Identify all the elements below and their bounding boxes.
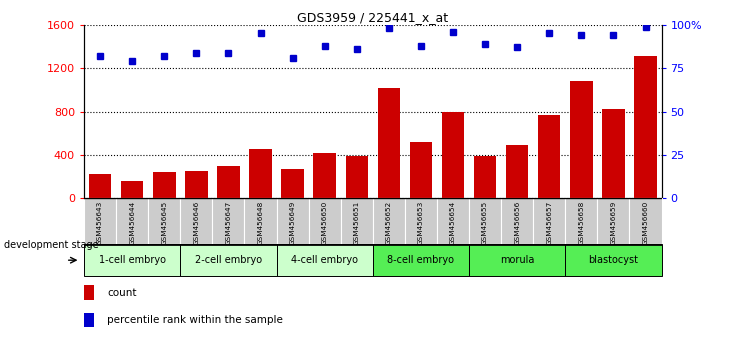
Bar bbox=[373, 198, 405, 244]
Bar bbox=[409, 142, 432, 198]
Text: development stage: development stage bbox=[4, 240, 98, 250]
Bar bbox=[121, 182, 143, 198]
Text: GSM456660: GSM456660 bbox=[643, 200, 648, 245]
Bar bbox=[565, 244, 662, 276]
Text: GSM456652: GSM456652 bbox=[386, 200, 392, 245]
Bar bbox=[533, 198, 565, 244]
Bar bbox=[378, 88, 400, 198]
Text: 1-cell embryo: 1-cell embryo bbox=[99, 255, 166, 265]
Bar bbox=[185, 171, 208, 198]
Text: GSM456654: GSM456654 bbox=[450, 200, 456, 245]
Bar bbox=[84, 285, 94, 300]
Text: GSM456655: GSM456655 bbox=[482, 200, 488, 245]
Bar bbox=[341, 198, 373, 244]
Text: GSM456648: GSM456648 bbox=[257, 200, 263, 245]
Bar bbox=[153, 172, 175, 198]
Bar bbox=[281, 169, 304, 198]
Bar bbox=[89, 175, 111, 198]
Text: GSM456658: GSM456658 bbox=[578, 200, 584, 245]
Bar bbox=[602, 109, 625, 198]
Text: 2-cell embryo: 2-cell embryo bbox=[195, 255, 262, 265]
Bar bbox=[474, 156, 496, 198]
Bar bbox=[469, 244, 565, 276]
Bar bbox=[148, 198, 181, 244]
Text: count: count bbox=[107, 288, 137, 298]
Text: GSM456657: GSM456657 bbox=[546, 200, 552, 245]
Bar bbox=[597, 198, 629, 244]
Bar bbox=[84, 244, 181, 276]
Bar bbox=[84, 198, 116, 244]
Bar bbox=[506, 145, 529, 198]
Bar bbox=[469, 198, 501, 244]
Text: blastocyst: blastocyst bbox=[588, 255, 638, 265]
Bar bbox=[629, 198, 662, 244]
Bar bbox=[249, 149, 272, 198]
Text: percentile rank within the sample: percentile rank within the sample bbox=[107, 315, 283, 325]
Text: 4-cell embryo: 4-cell embryo bbox=[291, 255, 358, 265]
Bar bbox=[213, 198, 244, 244]
Text: GSM456651: GSM456651 bbox=[354, 200, 360, 245]
Text: GSM456656: GSM456656 bbox=[514, 200, 520, 245]
Bar bbox=[314, 153, 336, 198]
Bar bbox=[276, 198, 308, 244]
Bar bbox=[501, 198, 533, 244]
Bar bbox=[217, 166, 240, 198]
Text: GSM456647: GSM456647 bbox=[225, 200, 232, 245]
Text: GSM456646: GSM456646 bbox=[194, 200, 200, 245]
Text: GSM456645: GSM456645 bbox=[162, 200, 167, 245]
Bar bbox=[84, 313, 94, 327]
Bar bbox=[565, 198, 597, 244]
Bar bbox=[437, 198, 469, 244]
Bar bbox=[276, 244, 373, 276]
Text: GSM456644: GSM456644 bbox=[129, 200, 135, 245]
Text: 8-cell embryo: 8-cell embryo bbox=[387, 255, 455, 265]
Bar bbox=[442, 112, 464, 198]
Text: GSM456653: GSM456653 bbox=[418, 200, 424, 245]
Bar bbox=[181, 198, 213, 244]
Title: GDS3959 / 225441_x_at: GDS3959 / 225441_x_at bbox=[298, 11, 448, 24]
Bar bbox=[635, 56, 656, 198]
Text: GSM456649: GSM456649 bbox=[289, 200, 295, 245]
Bar bbox=[308, 198, 341, 244]
Bar bbox=[346, 156, 368, 198]
Bar bbox=[373, 244, 469, 276]
Bar bbox=[538, 115, 561, 198]
Bar bbox=[405, 198, 437, 244]
Text: morula: morula bbox=[500, 255, 534, 265]
Text: GSM456650: GSM456650 bbox=[322, 200, 327, 245]
Bar bbox=[570, 81, 593, 198]
Bar bbox=[181, 244, 276, 276]
Text: GSM456659: GSM456659 bbox=[610, 200, 616, 245]
Bar bbox=[116, 198, 148, 244]
Bar bbox=[244, 198, 276, 244]
Text: GSM456643: GSM456643 bbox=[97, 200, 103, 245]
